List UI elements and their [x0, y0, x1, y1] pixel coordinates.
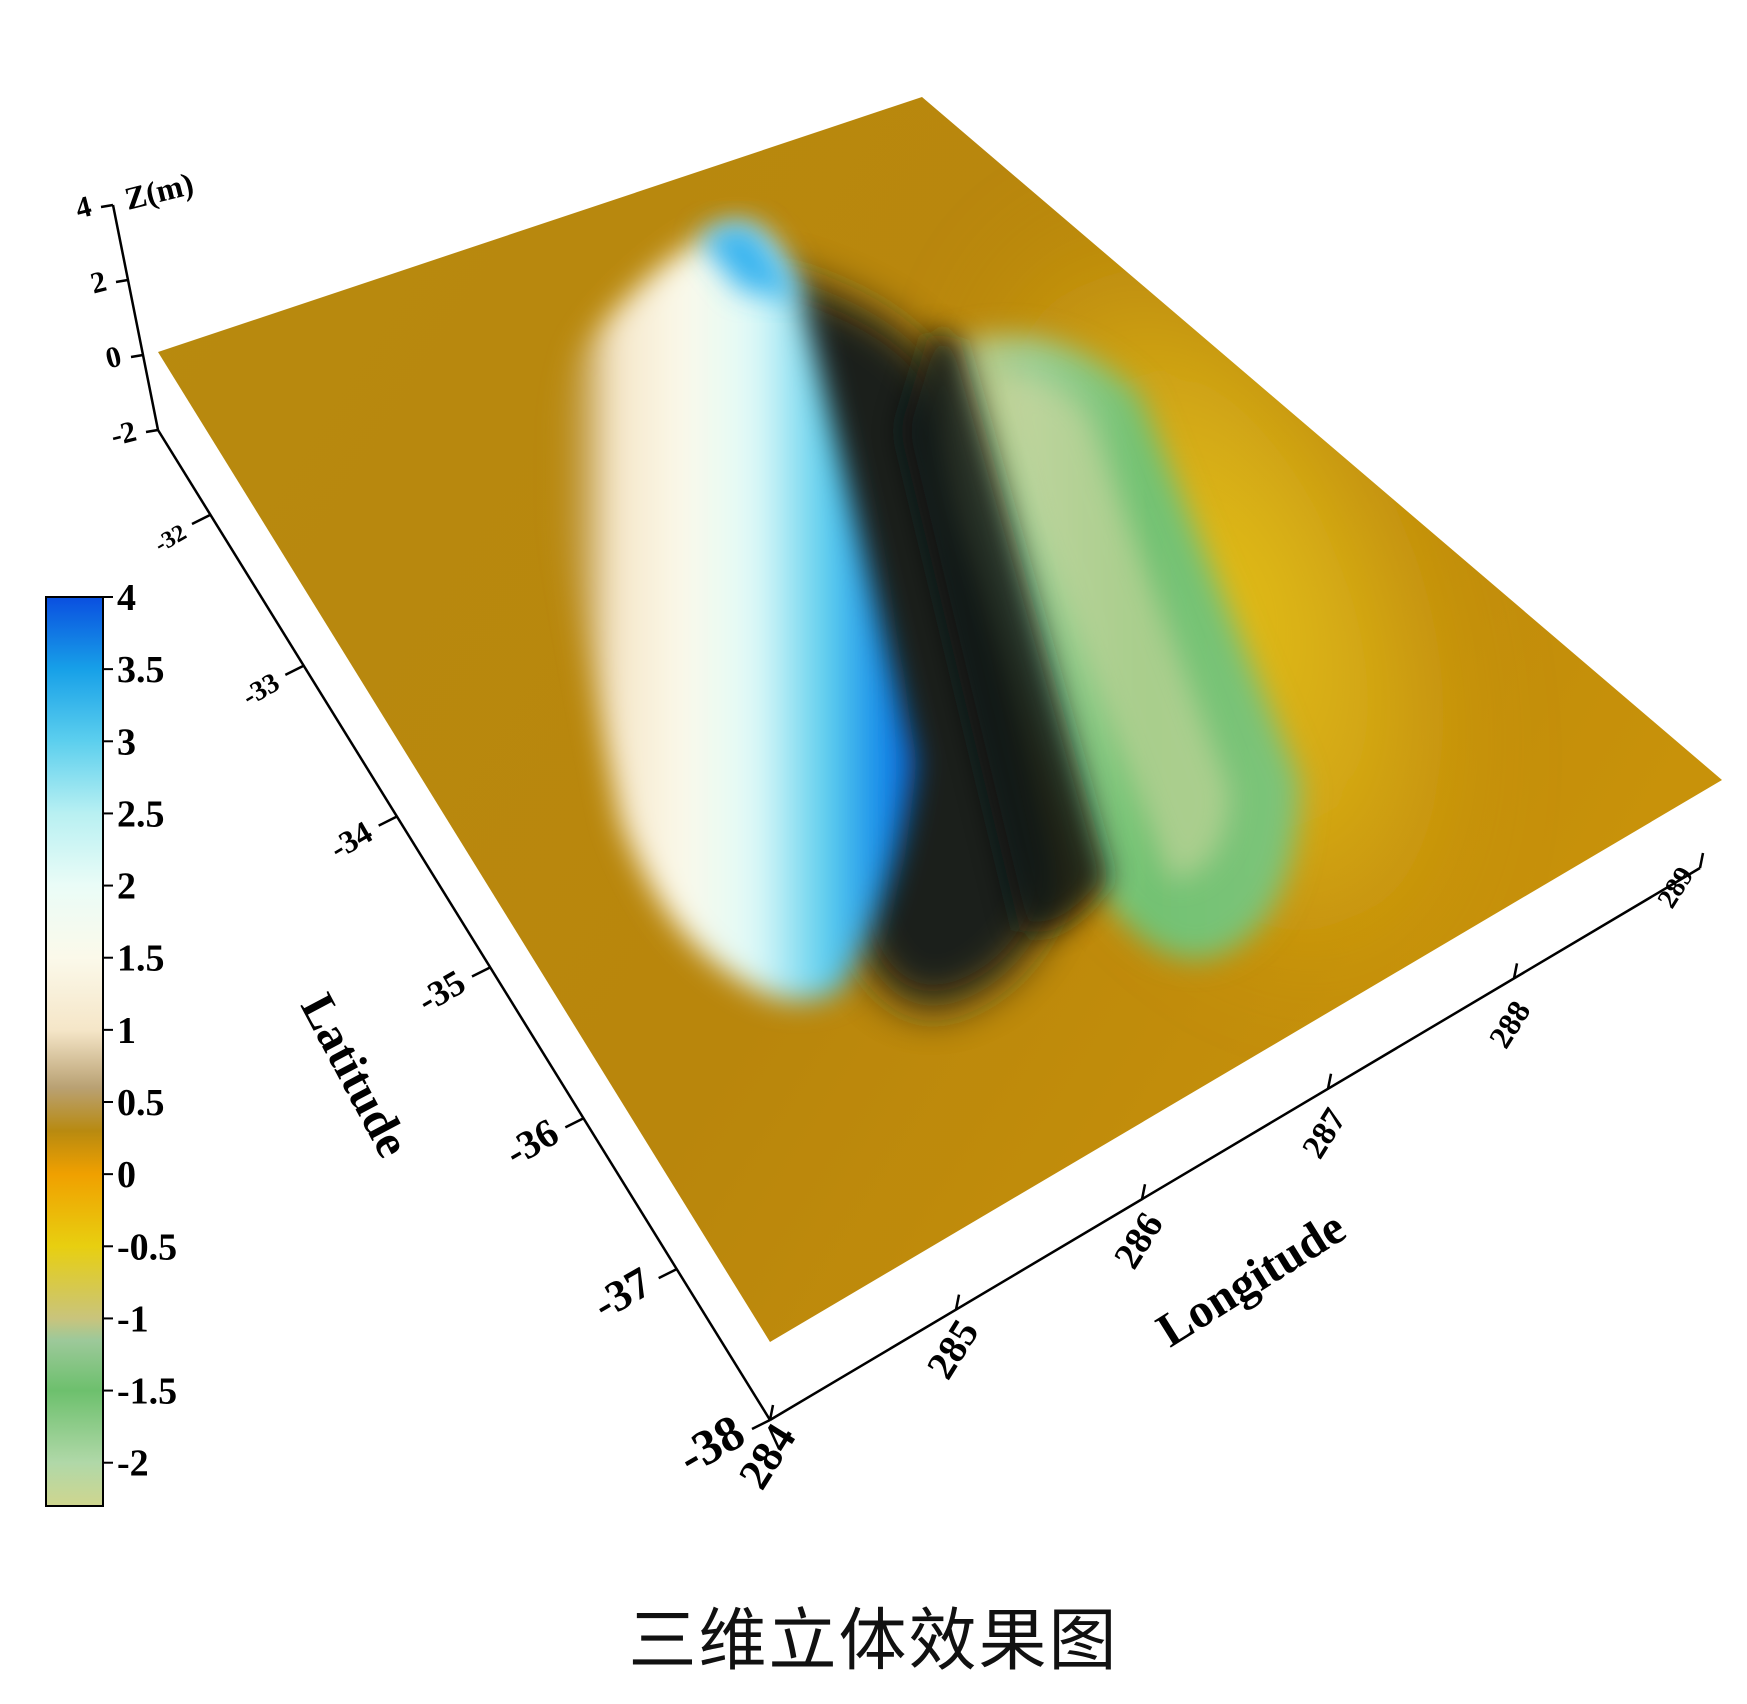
- z-tick-label: 0: [102, 340, 125, 376]
- colorbar-tick-label: 3: [117, 721, 136, 763]
- longitude-tick-label: 287: [1295, 1102, 1353, 1165]
- latitude-axis-label: Latitude: [290, 985, 419, 1165]
- latitude-tick-mark: [284, 664, 304, 676]
- colorbar-tick-label: 0.5: [117, 1082, 165, 1124]
- longitude-tick-mark: [1698, 852, 1705, 869]
- longitude-tick-label: 288: [1481, 994, 1537, 1054]
- colorbar-gradient: [45, 596, 104, 1507]
- surface-trough-inner: [990, 377, 1230, 880]
- colorbar-tick-label: 2: [117, 866, 136, 908]
- latitude-tick-label: -35: [410, 962, 472, 1021]
- latitude-tick-mark: [471, 966, 491, 978]
- longitude-axis-line: [769, 866, 1701, 1422]
- latitude-tick-mark: [751, 1418, 771, 1431]
- longitude-tick-mark: [1140, 1183, 1147, 1200]
- longitude-tick-mark: [1326, 1073, 1333, 1090]
- figure-caption: 三维立体效果图: [628, 1602, 1119, 1681]
- surface-peak-tip: [700, 223, 800, 300]
- latitude-tick-label: -33: [237, 667, 285, 713]
- z-axis-ticks: -2 0 2 4: [72, 190, 159, 453]
- colorbar-tick-label: -0.5: [117, 1226, 177, 1268]
- longitude-tick-label: 285: [917, 1312, 987, 1387]
- colorbar-tick-label: 0: [117, 1154, 136, 1196]
- z-tick-mark: [115, 278, 129, 284]
- z-tick-label: 2: [87, 265, 110, 301]
- z-tick-mark: [145, 428, 159, 434]
- longitude-tick-mark: [768, 1404, 775, 1421]
- colorbar-tick-label: -2: [117, 1443, 149, 1485]
- latitude-tick-mark: [378, 815, 398, 827]
- colorbar-tick-label: 4: [117, 577, 136, 619]
- surface: [158, 97, 1722, 1342]
- latitude-tick-mark: [658, 1268, 678, 1280]
- colorbar-ticks: 4 3.5 3 2.5 2 1.5 1 0.5 0 -0.5 -1 -1.5 -2: [103, 577, 177, 1485]
- longitude-tick-label: 284: [729, 1415, 806, 1497]
- z-tick-mark: [130, 353, 144, 359]
- latitude-tick-label: -34: [323, 814, 378, 867]
- longitude-axis-label: Longitude: [1148, 1201, 1355, 1358]
- colorbar: 4 3.5 3 2.5 2 1.5 1 0.5 0 -0.5 -1 -1.5 -2: [45, 577, 177, 1507]
- longitude-tick-label: 289: [1652, 862, 1701, 914]
- longitude-tick-mark: [954, 1294, 961, 1310]
- surface-trough-edge: [900, 330, 1110, 933]
- axes: [111, 204, 1701, 1422]
- colorbar-tick-label: 1.5: [117, 938, 165, 980]
- z-axis-line: [111, 204, 160, 431]
- z-axis-label: Z(m): [121, 165, 197, 217]
- latitude-tick-label: -36: [497, 1109, 566, 1175]
- colorbar-tick-label: 1: [117, 1010, 136, 1052]
- latitude-tick-label: -37: [584, 1257, 659, 1329]
- latitude-tick-mark: [191, 513, 211, 526]
- z-tick-label: 4: [72, 190, 95, 226]
- colorbar-tick-label: -1.5: [117, 1371, 177, 1413]
- z-tick-label: -2: [107, 415, 139, 453]
- longitude-tick-mark: [1512, 963, 1519, 979]
- z-tick-mark: [100, 203, 114, 209]
- surface-peak: [558, 225, 915, 1001]
- colorbar-tick-label: -1: [117, 1298, 149, 1340]
- latitude-tick-mark: [564, 1117, 584, 1129]
- colorbar-tick-label: 2.5: [117, 793, 165, 835]
- latitude-tick-label: -32: [150, 520, 191, 559]
- latitude-axis-line: [156, 429, 772, 1421]
- colorbar-tick-label: 3.5: [117, 649, 165, 691]
